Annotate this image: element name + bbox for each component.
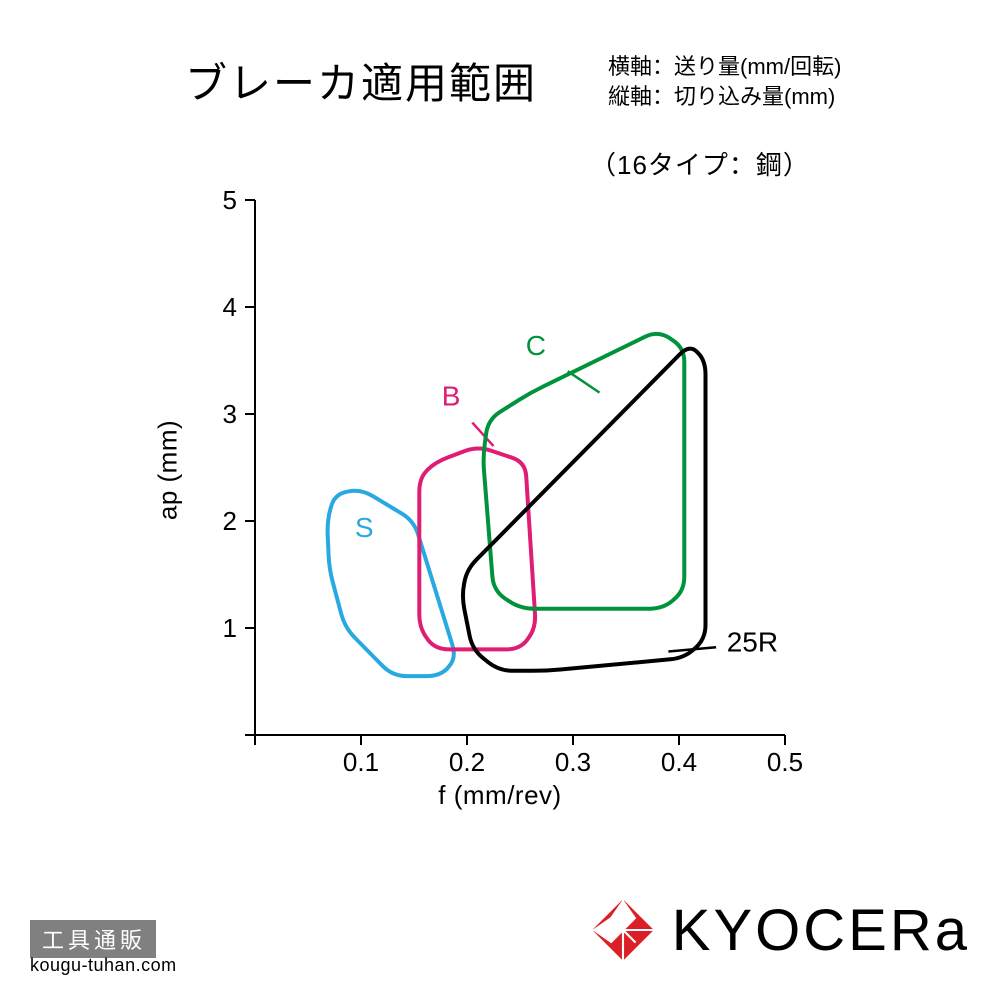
xtick-label: 0.4 [661,747,697,777]
ytick-label: 2 [223,506,237,536]
vendor-badge: 工具通販 [30,920,156,958]
ytick-label: 4 [223,292,237,322]
chart-area: 0.1 0.2 0.3 0.4 0.5 1 2 3 4 5 S B C 25R [200,180,820,800]
region-label-25R: 25R [727,627,778,658]
xtick-label: 0.5 [767,747,803,777]
region-label-C: C [526,330,546,361]
chart-title: ブレーカ適用範囲 [185,50,537,111]
brand-name: KYOCERa [672,897,970,964]
chart-subtitle: （16タイプ：鋼） [590,145,810,182]
axis-note: 横軸：送り量(mm/回転) 縦軸：切り込み量(mm) [608,52,841,111]
xtick-label: 0.3 [555,747,591,777]
region-C [484,334,685,609]
y-axis-label: ap (mm) [153,420,184,520]
ytick-label: 1 [223,613,237,643]
xtick-label: 0.1 [343,747,379,777]
brand-block: KYOCERa [588,895,970,965]
chart-svg: 0.1 0.2 0.3 0.4 0.5 1 2 3 4 5 S B C 25R [200,180,820,800]
region-label-S: S [355,512,374,543]
ytick-label: 5 [223,185,237,215]
region-B [419,448,535,649]
axis-note-y: 縦軸：切り込み量(mm) [608,82,841,112]
region-label-B: B [442,380,461,411]
region-S [328,491,454,676]
xtick-label: 0.2 [449,747,485,777]
vendor-url: kougu-tuhan.com [30,955,177,976]
region-25R [463,349,706,671]
kyocera-logo-icon [588,895,658,965]
axis-note-x: 横軸：送り量(mm/回転) [608,52,841,82]
ytick-label: 3 [223,399,237,429]
